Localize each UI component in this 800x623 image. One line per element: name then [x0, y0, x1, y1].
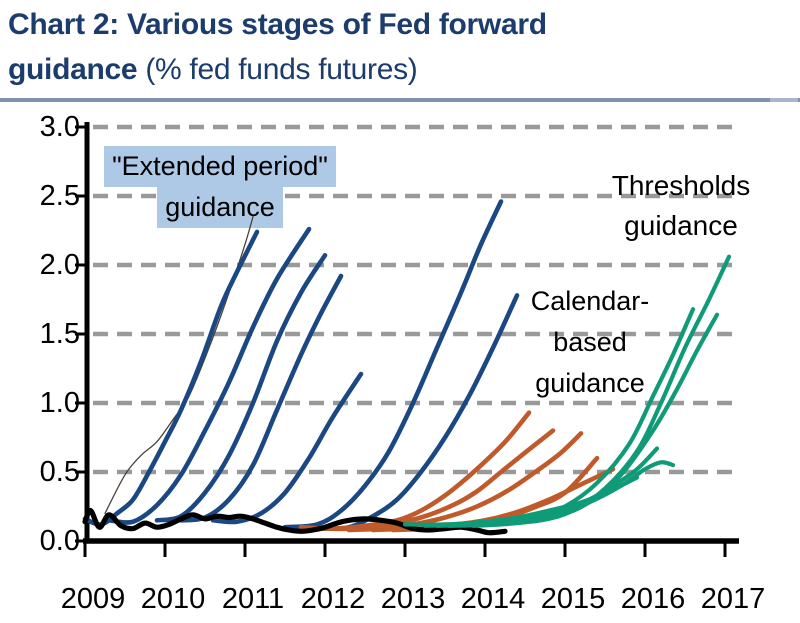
- chart-title-text-bold: Chart 2: Various stages of Fed forward: [8, 8, 547, 41]
- annotation-thresholds-line2: guidance: [624, 210, 738, 241]
- title-underline: [0, 98, 800, 102]
- title-underline-end: [770, 98, 798, 102]
- x-tick-label-2015: 2015: [540, 583, 606, 615]
- chart-title-line1: Chart 2: Various stages of Fed forward: [8, 8, 547, 42]
- y-tick-label-2.0: 2.0: [39, 249, 80, 281]
- y-tick-label-0.5: 0.5: [39, 456, 80, 488]
- y-tick-label-1.0: 1.0: [39, 387, 80, 419]
- annotation-calendar-line2: based: [553, 327, 627, 357]
- y-tick-label-2.5: 2.5: [39, 180, 80, 212]
- annotation-extended-line1: "Extended period": [104, 146, 336, 187]
- annotation-calendar-line1: Calendar-: [530, 286, 650, 316]
- annotation-calendar-based: Calendar- based guidance: [480, 281, 700, 404]
- annotation-calendar-line3: guidance: [535, 368, 645, 398]
- y-tick-label-0.0: 0.0: [39, 525, 80, 557]
- x-tick-label-2011: 2011: [221, 583, 285, 615]
- chart-title-text-bold2: guidance: [8, 53, 138, 86]
- annotation-thresholds: Thresholds guidance: [561, 166, 800, 246]
- chart-title-line2: guidance (% fed funds futures): [8, 53, 418, 87]
- annotation-thresholds-line1: Thresholds: [611, 170, 751, 201]
- x-tick-label-2012: 2012: [300, 583, 366, 615]
- x-tick-label-2009: 2009: [60, 583, 126, 615]
- x-tick-label-2017: 2017: [700, 583, 766, 615]
- chart-subtitle-text: (% fed funds futures): [137, 53, 418, 86]
- y-tick-label-3.0: 3.0: [39, 111, 80, 143]
- x-tick-label-2013: 2013: [380, 583, 446, 615]
- annotation-extended-period: "Extended period" guidance: [85, 146, 355, 228]
- y-tick-label-1.5: 1.5: [39, 318, 80, 350]
- annotation-extended-line2: guidance: [157, 187, 283, 228]
- x-tick-label-2016: 2016: [620, 583, 686, 615]
- x-tick-label-2014: 2014: [460, 583, 526, 615]
- x-tick-label-2010: 2010: [140, 583, 206, 615]
